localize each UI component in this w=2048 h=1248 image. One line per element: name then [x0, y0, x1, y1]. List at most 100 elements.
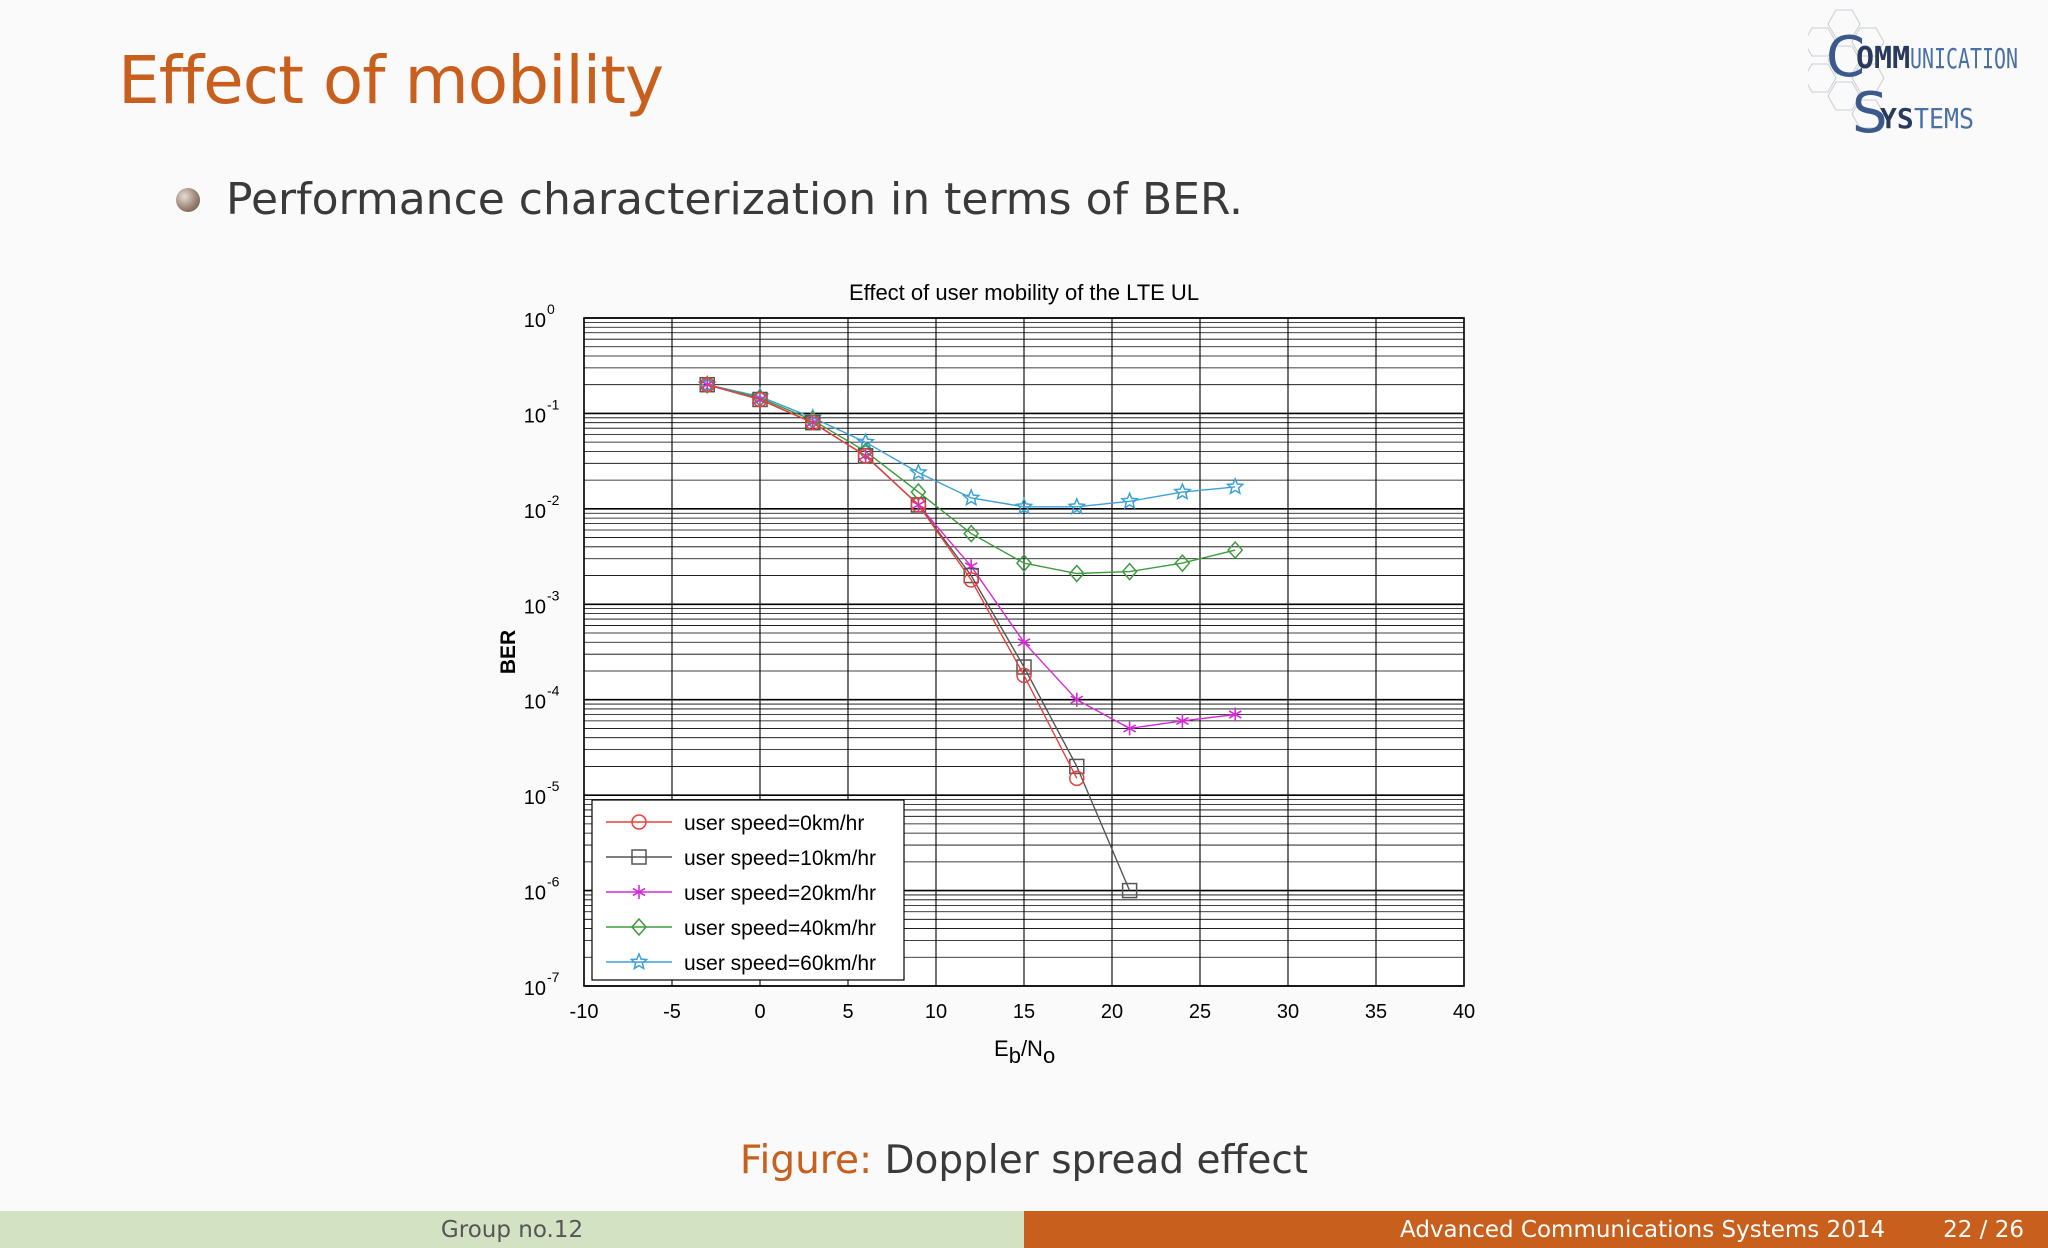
y-tick-exponent: -2: [547, 492, 560, 508]
footer-info: Advanced Communications Systems 2014 22 …: [1024, 1211, 2048, 1248]
y-tick-base: 10: [524, 787, 546, 809]
y-tick-exponent: 0: [547, 301, 555, 317]
data-point: [1067, 496, 1087, 515]
data-point: [1174, 553, 1191, 573]
data-point: [752, 391, 768, 408]
series-line: [707, 384, 1236, 575]
plot-frame: [583, 317, 1465, 987]
y-tick-base: 10: [524, 405, 546, 427]
svg-text:UNICATION: UNICATION: [1910, 42, 2018, 75]
data-point: [963, 567, 979, 584]
legend-label: user speed=20km/hr: [684, 882, 876, 905]
svg-text:C: C: [1826, 25, 1865, 90]
legend-label: user speed=10km/hr: [684, 847, 876, 870]
data-point: [631, 814, 647, 830]
y-tick-base: 10: [524, 883, 546, 905]
x-tick-label: 25: [1189, 1001, 1211, 1023]
y-tick-label: 10-2: [524, 492, 560, 523]
data-point: [1068, 564, 1085, 583]
x-tick-label: 35: [1365, 1001, 1387, 1023]
y-tick-exponent: -6: [547, 874, 560, 890]
caption-text: Doppler spread effect: [884, 1138, 1309, 1183]
x-tick-label: 10: [925, 1001, 947, 1023]
data-point: [908, 462, 928, 481]
data-point: [1225, 476, 1245, 495]
y-tick-exponent: -4: [547, 683, 560, 699]
data-point: [1070, 692, 1084, 707]
y-tick-label: 10-7: [524, 969, 560, 1000]
data-point: [1175, 713, 1189, 728]
y-tick-base: 10: [524, 501, 546, 523]
x-tick-label: 0: [754, 1001, 765, 1023]
caption-label: Figure:: [739, 1138, 873, 1183]
legend-entry: user speed=20km/hr: [606, 882, 876, 905]
data-point: [1016, 553, 1032, 573]
data-point: [910, 497, 927, 513]
data-point: [1123, 721, 1137, 736]
data-point: [629, 952, 649, 971]
x-tick-label: -10: [570, 1001, 599, 1023]
y-tick-label: 10-3: [524, 587, 560, 618]
chart-title: Effect of user mobility of the LTE UL: [849, 280, 1199, 305]
y-tick-base: 10: [524, 310, 546, 332]
legend-entry: user speed=60km/hr: [606, 952, 876, 975]
data-point: [631, 917, 647, 937]
y-tick-base: 10: [524, 978, 546, 1000]
data-point: [856, 432, 876, 451]
bullet-text: Performance characterization in terms of…: [226, 174, 1243, 225]
data-point: [631, 849, 647, 865]
series-line: [707, 384, 1236, 508]
x-axis-label: Eb/No: [994, 1036, 1055, 1068]
series-circle: [699, 376, 1085, 787]
x-tick-label: 20: [1101, 1001, 1123, 1023]
data-point: [699, 376, 715, 393]
legend-label: user speed=60km/hr: [684, 952, 876, 975]
footer-group: Group no.12: [0, 1211, 1024, 1248]
bullet-icon: [176, 187, 200, 212]
data-point: [805, 414, 821, 431]
y-tick-exponent: -5: [547, 778, 560, 794]
data-point: [961, 488, 981, 507]
legend-label: user speed=0km/hr: [684, 812, 864, 835]
legend-entry: user speed=40km/hr: [606, 917, 876, 940]
data-point: [1069, 770, 1085, 787]
y-tick-label: 10-5: [524, 778, 560, 809]
data-point: [1069, 758, 1085, 775]
data-point: [632, 885, 646, 899]
data-point: [1016, 667, 1032, 684]
data-point: [1120, 491, 1140, 510]
data-point: [1017, 635, 1031, 650]
svg-text:OMM: OMM: [1856, 41, 1910, 76]
legend-entry: user speed=10km/hr: [606, 847, 876, 870]
y-tick-exponent: -1: [547, 396, 560, 412]
svg-text:YS: YS: [1880, 102, 1914, 135]
x-tick-label: 30: [1277, 1001, 1299, 1023]
footer-group-text: Group no.12: [440, 1216, 584, 1243]
slide-title: Effect of mobility: [118, 42, 664, 119]
y-tick-exponent: -7: [547, 969, 560, 985]
data-point: [963, 572, 979, 588]
legend-label: user speed=40km/hr: [684, 917, 876, 940]
ber-chart: user speed=0km/hr user speed=10km/hr user …: [490, 270, 1530, 1070]
data-point: [1014, 496, 1034, 515]
footer-page-number: 22 / 26: [1943, 1216, 2024, 1243]
y-tick-base: 10: [524, 596, 546, 618]
x-tick-label: -5: [663, 1001, 681, 1023]
svg-text:S: S: [1852, 81, 1888, 146]
data-point: [963, 524, 980, 543]
x-tick-label: 40: [1453, 1001, 1475, 1023]
bullet-item: Performance characterization in terms of…: [176, 174, 1243, 225]
y-tick-label: 100: [524, 301, 555, 332]
y-tick-label: 10-4: [524, 683, 560, 714]
x-tick-label: 5: [842, 1001, 853, 1023]
footer-conference: Advanced Communications Systems 2014: [1400, 1216, 1886, 1243]
figure-caption: Figure: Doppler spread effect: [0, 1138, 2048, 1183]
y-tick-exponent: -3: [547, 587, 560, 603]
y-axis-label: BER: [497, 630, 520, 674]
data-point: [1121, 562, 1138, 581]
legend-entry: user speed=0km/hr: [606, 812, 864, 835]
y-tick-label: 10-6: [524, 874, 560, 905]
data-point: [1172, 482, 1192, 501]
series-line: [707, 384, 1078, 779]
x-tick-label: 15: [1013, 1001, 1035, 1023]
